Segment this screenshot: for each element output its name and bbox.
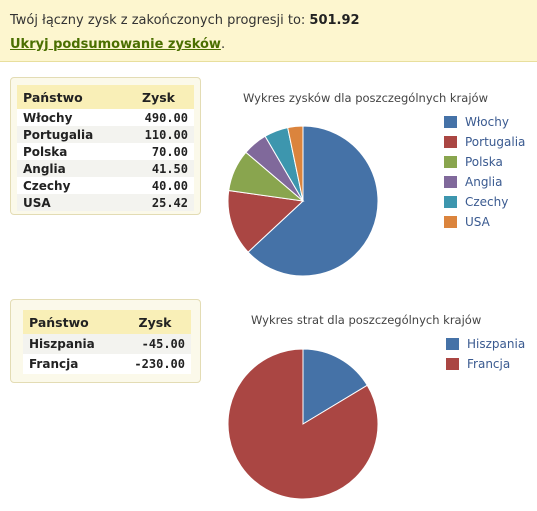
legend-label: Hiszpania — [467, 337, 526, 351]
legend-label: Anglia — [465, 175, 503, 189]
profit-country: Polska — [17, 143, 123, 160]
legend-swatch — [444, 196, 457, 208]
losses-header-country: Państwo — [23, 310, 119, 334]
legend-swatch — [444, 156, 457, 168]
losses-table: Państwo Zysk Hiszpania -45.00 Francja -2… — [23, 310, 191, 374]
table-row: Anglia 41.50 — [17, 160, 194, 177]
profits-header-country: Państwo — [17, 85, 123, 109]
legend-label: Czechy — [465, 195, 509, 209]
profit-value: 41.50 — [123, 160, 194, 177]
legend-swatch — [444, 216, 457, 228]
table-row: Włochy 490.00 — [17, 109, 194, 126]
table-row: Portugalia 110.00 — [17, 126, 194, 143]
legend-label: Polska — [465, 155, 503, 169]
summary-text-line: Twój łączny zysk z zakończonych progresj… — [10, 13, 360, 28]
legend-swatch — [446, 338, 459, 350]
legend-swatch — [444, 176, 457, 188]
profit-value: 70.00 — [123, 143, 194, 160]
hide-summary-link[interactable]: Ukryj podsumowanie zysków — [10, 37, 221, 52]
legend-swatch — [444, 136, 457, 148]
loss-country: Hiszpania — [23, 334, 119, 354]
losses-header-value: Zysk — [119, 310, 191, 334]
legend-label: Portugalia — [465, 135, 526, 149]
profit-value: 490.00 — [123, 109, 194, 126]
legend-label: Włochy — [465, 115, 509, 129]
table-row: Czechy 40.00 — [17, 177, 194, 194]
table-row: Francja -230.00 — [23, 354, 191, 374]
loss-country: Francja — [23, 354, 119, 374]
summary-label: Twój łączny zysk z zakończonych progresj… — [10, 13, 306, 28]
profit-value: 40.00 — [123, 177, 194, 194]
legend-label: USA — [465, 215, 490, 229]
profits-table-panel: Państwo Zysk Włochy 490.00 Portugalia 11… — [10, 77, 201, 215]
profit-value: 25.42 — [123, 194, 194, 211]
profits-table: Państwo Zysk Włochy 490.00 Portugalia 11… — [17, 85, 194, 211]
profit-chart-title: Wykres zysków dla poszczególnych krajów — [243, 91, 488, 105]
loss-chart-title: Wykres strat dla poszczególnych krajów — [251, 313, 482, 327]
pie-slice-hiszpania[interactable] — [302, 348, 368, 425]
profit-country: USA — [17, 194, 123, 211]
legend-label: Francja — [467, 357, 511, 371]
legend-swatch — [444, 116, 457, 128]
profits-header-value: Zysk — [123, 85, 194, 109]
profit-value: 110.00 — [123, 126, 194, 143]
summary-link-period: . — [221, 37, 226, 52]
loss-value: -230.00 — [119, 354, 191, 374]
profit-country: Czechy — [17, 177, 123, 194]
summary-total: 501.92 — [309, 13, 360, 28]
loss-value: -45.00 — [119, 334, 191, 354]
losses-table-panel: Państwo Zysk Hiszpania -45.00 Francja -2… — [10, 299, 201, 383]
pie-slice-portugalia[interactable] — [227, 189, 305, 253]
table-row: Hiszpania -45.00 — [23, 334, 191, 354]
table-row: USA 25.42 — [17, 194, 194, 211]
loss-pie-chart — [227, 348, 379, 500]
legend-swatch — [446, 358, 459, 370]
profit-country: Włochy — [17, 109, 123, 126]
table-row: Polska 70.00 — [17, 143, 194, 160]
profit-summary-bar: Twój łączny zysk z zakończonych progresj… — [0, 0, 537, 62]
pie-slice-włochy[interactable] — [247, 125, 379, 277]
profit-pie-chart — [227, 125, 379, 277]
pie-slice-francja[interactable] — [227, 348, 379, 500]
profit-country: Anglia — [17, 160, 123, 177]
pie-slice-usa[interactable] — [287, 125, 304, 202]
profit-country: Portugalia — [17, 126, 123, 143]
